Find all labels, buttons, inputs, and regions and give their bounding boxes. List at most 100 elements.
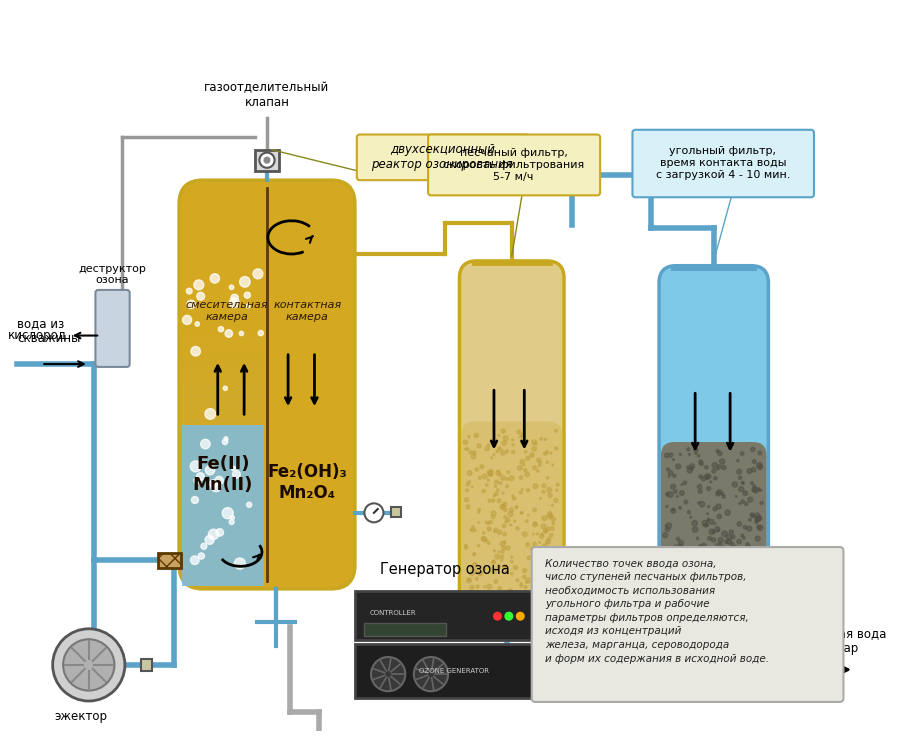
Circle shape — [222, 440, 228, 445]
Circle shape — [540, 497, 542, 500]
Circle shape — [690, 466, 694, 470]
Circle shape — [757, 463, 762, 468]
Circle shape — [749, 595, 751, 597]
Circle shape — [494, 485, 497, 488]
FancyBboxPatch shape — [255, 150, 279, 171]
Text: песчаный фильтр,
скорость фильтрования
5-7 м/ч: песчаный фильтр, скорость фильтрования 5… — [443, 148, 584, 182]
Circle shape — [520, 512, 522, 514]
Circle shape — [526, 488, 529, 492]
Circle shape — [709, 520, 714, 524]
Circle shape — [704, 598, 706, 601]
Circle shape — [544, 530, 547, 533]
Circle shape — [247, 304, 250, 308]
Circle shape — [710, 481, 712, 483]
Circle shape — [758, 525, 763, 530]
Circle shape — [478, 511, 480, 513]
Circle shape — [738, 584, 741, 586]
Circle shape — [491, 511, 496, 516]
Circle shape — [521, 512, 523, 514]
Circle shape — [726, 535, 732, 540]
Circle shape — [536, 532, 538, 535]
Circle shape — [509, 476, 514, 481]
Circle shape — [688, 511, 690, 514]
Circle shape — [670, 611, 673, 615]
Circle shape — [670, 556, 672, 558]
Circle shape — [500, 505, 505, 509]
Circle shape — [506, 449, 508, 452]
Circle shape — [664, 568, 667, 571]
Circle shape — [732, 535, 735, 538]
Circle shape — [521, 433, 525, 437]
Circle shape — [542, 490, 544, 494]
Circle shape — [544, 557, 547, 560]
Circle shape — [468, 436, 471, 438]
Circle shape — [500, 555, 504, 558]
Circle shape — [670, 598, 673, 602]
Circle shape — [737, 586, 739, 588]
Circle shape — [501, 505, 505, 508]
Circle shape — [755, 536, 760, 541]
Circle shape — [485, 539, 488, 542]
Circle shape — [509, 508, 514, 512]
Circle shape — [503, 564, 508, 568]
Circle shape — [491, 499, 495, 502]
Circle shape — [752, 514, 755, 517]
Circle shape — [490, 470, 493, 472]
Circle shape — [510, 560, 513, 562]
Circle shape — [472, 454, 476, 459]
FancyBboxPatch shape — [95, 290, 130, 367]
Circle shape — [491, 515, 495, 519]
Circle shape — [682, 608, 684, 610]
Circle shape — [665, 527, 670, 532]
Circle shape — [195, 322, 200, 326]
Circle shape — [536, 470, 539, 472]
Circle shape — [191, 346, 201, 356]
Circle shape — [755, 516, 760, 521]
Text: смесительная
камера: смесительная камера — [185, 300, 268, 322]
Circle shape — [688, 453, 690, 455]
Circle shape — [546, 575, 551, 580]
Circle shape — [695, 563, 698, 566]
Circle shape — [530, 453, 535, 457]
Circle shape — [476, 614, 480, 617]
Circle shape — [739, 503, 741, 505]
Circle shape — [232, 470, 240, 478]
Circle shape — [693, 563, 697, 567]
Circle shape — [671, 586, 674, 588]
Circle shape — [506, 567, 508, 568]
Circle shape — [474, 530, 476, 532]
Circle shape — [519, 436, 521, 438]
Circle shape — [508, 601, 509, 603]
Circle shape — [191, 556, 199, 565]
Circle shape — [205, 536, 214, 544]
Circle shape — [683, 556, 688, 561]
Bar — [141, 659, 152, 670]
Circle shape — [500, 542, 505, 546]
Circle shape — [705, 474, 709, 478]
Circle shape — [752, 484, 756, 488]
Circle shape — [711, 562, 715, 566]
Circle shape — [501, 546, 506, 550]
Circle shape — [230, 285, 234, 290]
Circle shape — [500, 559, 503, 561]
Circle shape — [672, 459, 674, 460]
Circle shape — [758, 452, 761, 454]
Text: Fe(II)
Mn(II): Fe(II) Mn(II) — [193, 455, 253, 494]
Circle shape — [495, 612, 500, 616]
Circle shape — [706, 550, 709, 554]
Circle shape — [734, 545, 737, 549]
Circle shape — [715, 561, 719, 566]
Circle shape — [724, 540, 728, 544]
Circle shape — [467, 604, 471, 607]
Circle shape — [748, 545, 751, 548]
Circle shape — [209, 530, 219, 539]
Circle shape — [533, 568, 537, 572]
Circle shape — [535, 442, 537, 445]
Circle shape — [679, 506, 681, 509]
Circle shape — [491, 561, 495, 564]
Circle shape — [498, 598, 502, 602]
Circle shape — [503, 436, 508, 441]
Circle shape — [505, 592, 507, 595]
Circle shape — [478, 544, 480, 547]
Circle shape — [506, 572, 508, 574]
